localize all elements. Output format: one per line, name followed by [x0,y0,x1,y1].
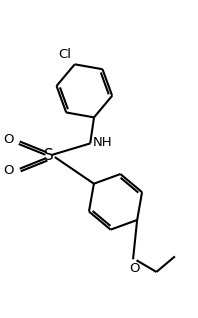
Text: O: O [3,133,13,146]
Text: Cl: Cl [58,48,71,61]
Text: O: O [129,262,139,275]
Text: O: O [3,164,13,177]
Text: NH: NH [93,136,113,149]
Text: S: S [44,148,54,162]
